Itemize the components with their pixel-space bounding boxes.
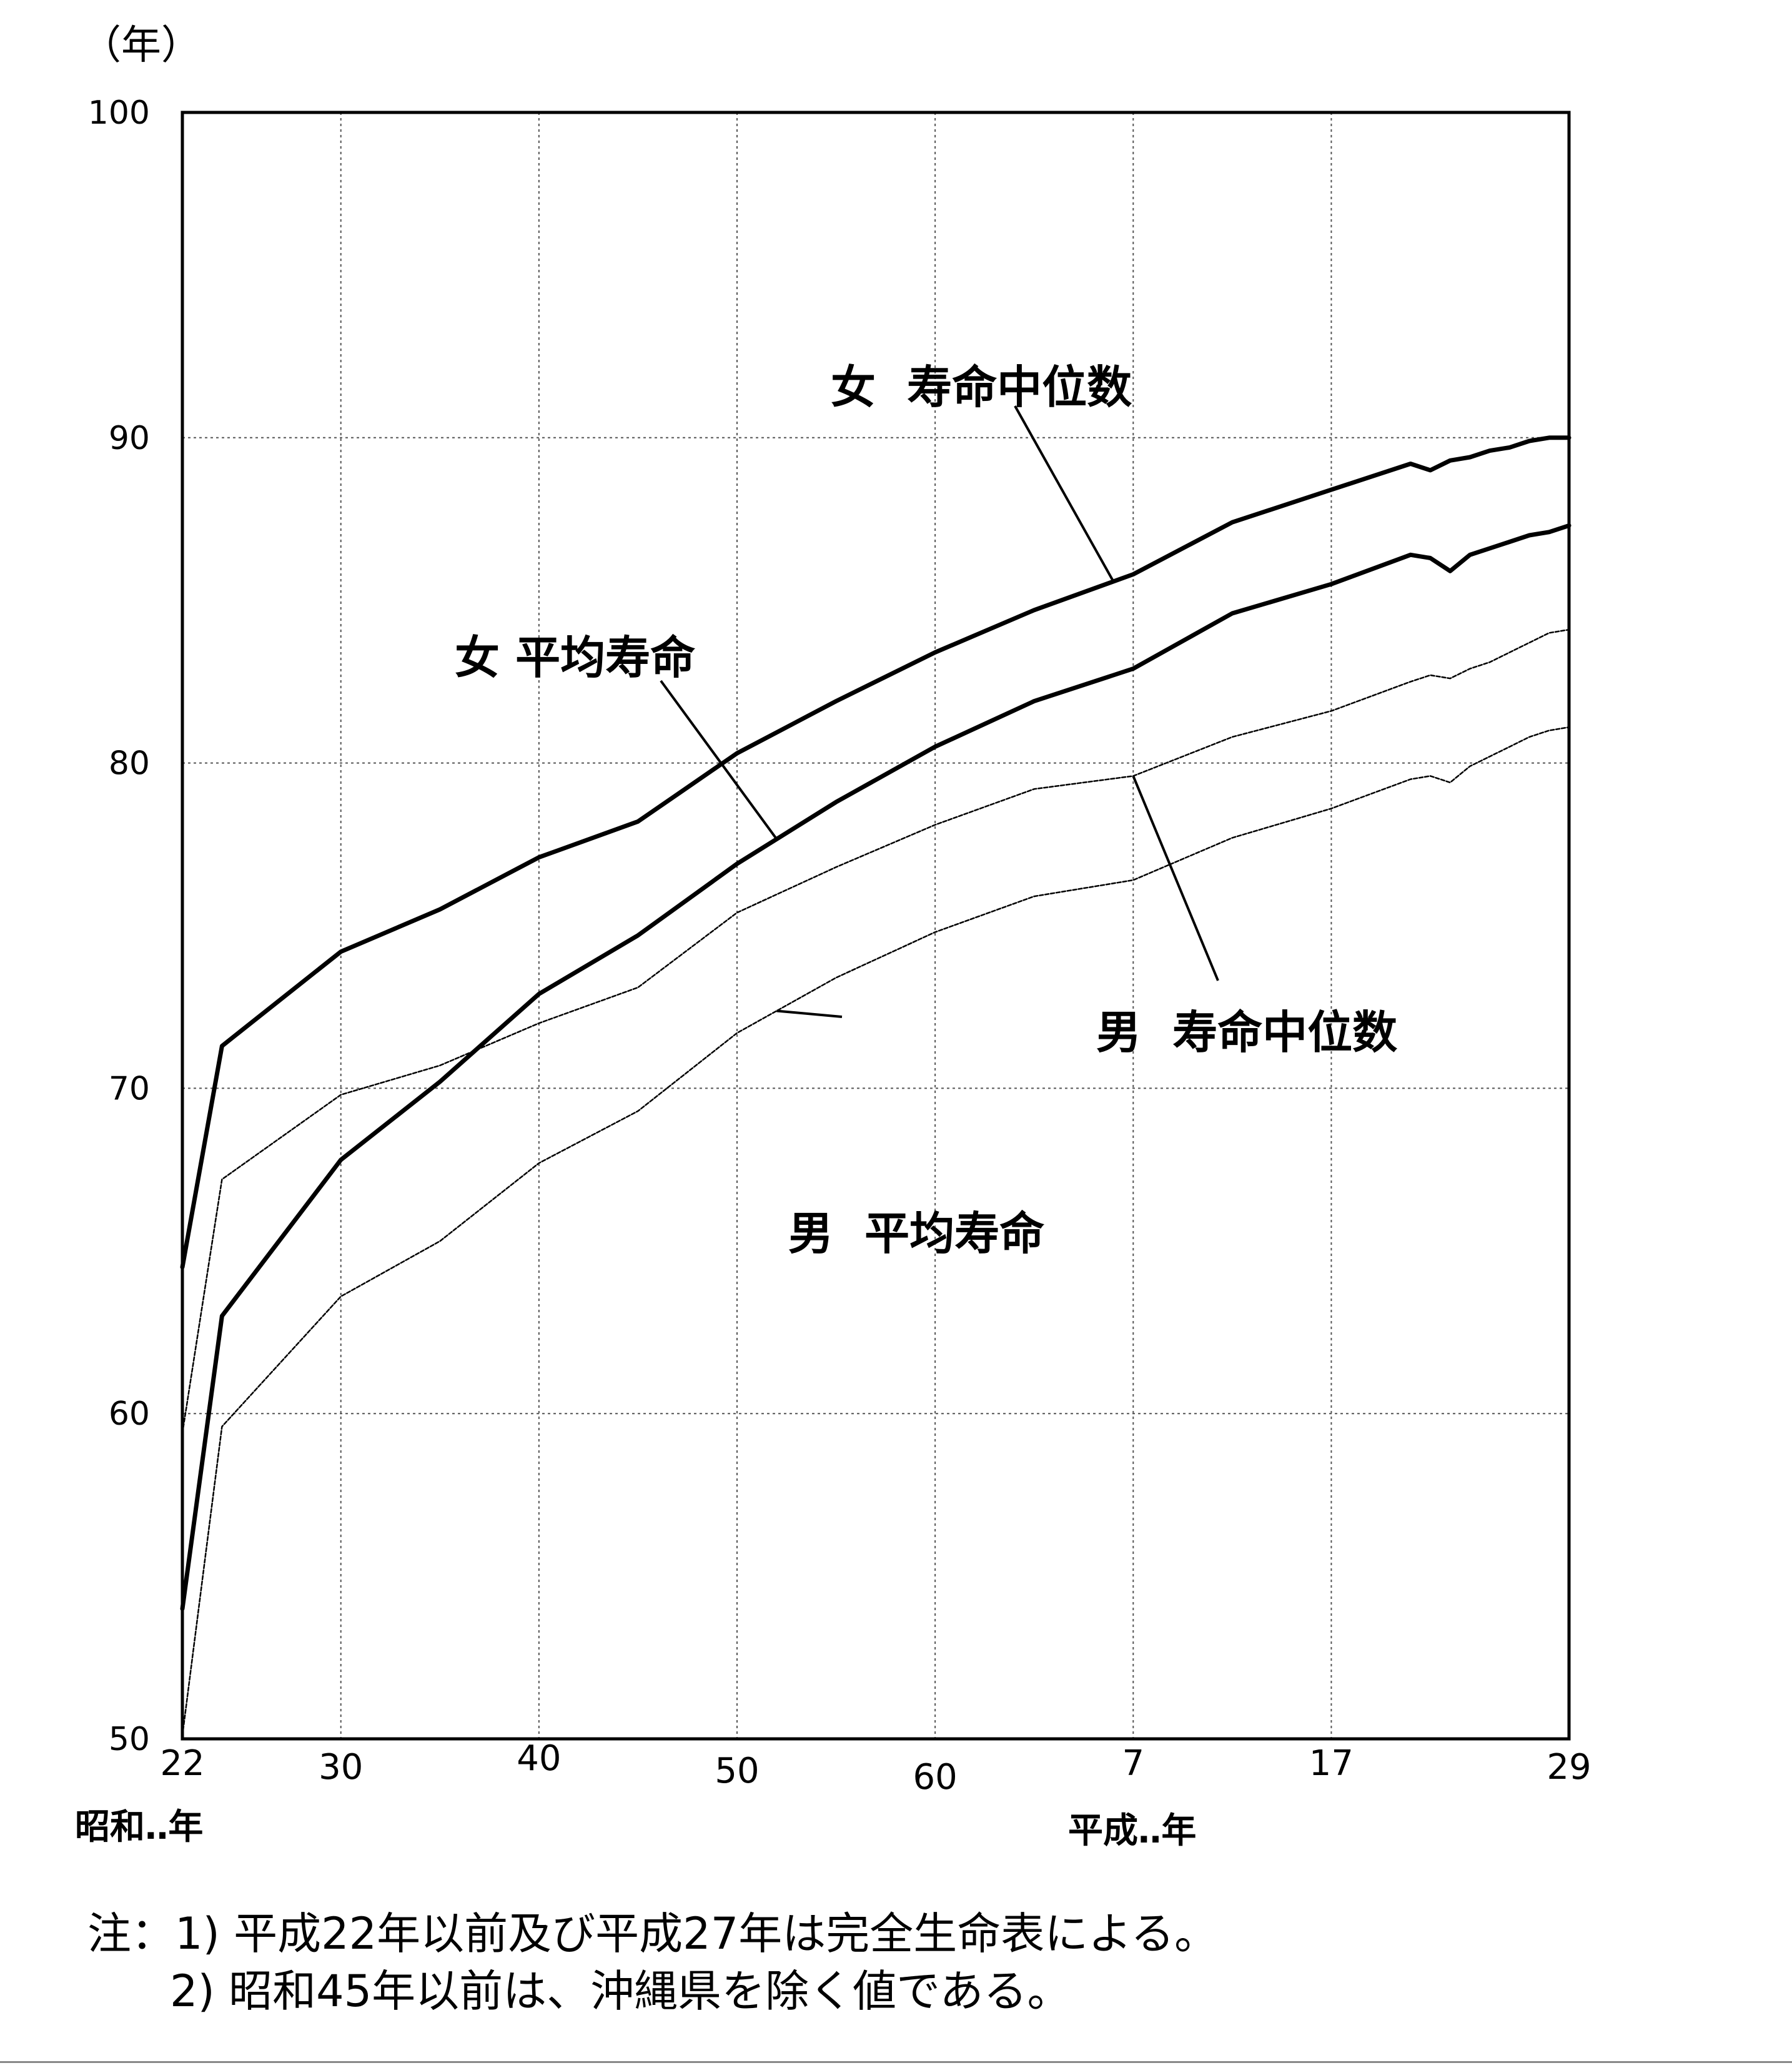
chart-grid [182,112,1569,1739]
x-tick-label: 50 [715,1751,759,1791]
series-line-4 [181,726,1570,1737]
y-unit-label: （年） [81,22,201,69]
x-tick-label: 40 [517,1738,561,1779]
x-era-label-showa: 昭和‥年 [75,1807,203,1848]
note-line-1: 注：1) 平成22年以前及び平成27年は完全生命表による。 [87,1908,1218,1959]
annotation-leader [776,1009,843,1018]
x-tick-label: 29 [1547,1747,1591,1788]
y-tick-label: 80 [109,745,150,783]
note-line-2: 2) 昭和45年以前は、沖縄県を除く値である。 [170,1966,1071,2017]
x-tick-label: 30 [319,1747,363,1788]
y-tick-label: 100 [88,94,150,132]
label-male-median: 男 寿命中位数 [1096,1006,1397,1059]
label-male-average: 男 平均寿命 [788,1207,1044,1260]
label-female-average: 女 平均寿命 [455,631,695,684]
y-tick-label: 70 [109,1070,150,1107]
x-tick-label: 22 [160,1743,204,1784]
annotation-leader [1132,775,1219,981]
x-tick-label: 7 [1122,1743,1144,1784]
annotation-leaders [660,405,1219,1018]
tick-labels: 100 90 80 70 60 50 22 30 40 50 60 7 17 29 [88,94,1592,1798]
y-tick-label: 50 [109,1721,150,1758]
series-line-3 [181,628,1570,1434]
x-tick-label: 60 [913,1757,958,1798]
x-era-label-heisei: 平成‥年 [1068,1811,1196,1851]
page-bottom-rule [0,2061,1792,2063]
label-female-median: 女 寿命中位数 [831,361,1132,413]
x-tick-label: 17 [1309,1743,1354,1784]
y-tick-label: 60 [109,1395,150,1433]
y-tick-label: 90 [109,420,150,457]
annotation-leader [1014,405,1115,582]
annotation-leader [660,680,778,840]
series-line-2 [180,523,1572,1611]
series-layer [180,435,1572,1737]
series-line-1 [180,435,1572,1270]
plot-frame [181,111,1571,1741]
